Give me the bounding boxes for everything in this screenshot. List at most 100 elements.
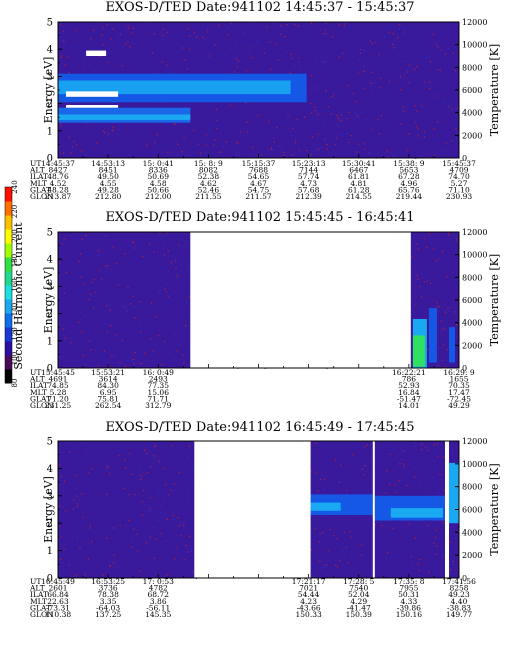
noise-pixel xyxy=(59,240,61,242)
noise-pixel xyxy=(419,558,421,560)
ephemeris-value: 22.63 xyxy=(47,597,69,606)
noise-pixel xyxy=(423,281,425,283)
noise-pixel xyxy=(178,244,180,246)
noise-pixel xyxy=(373,82,376,84)
noise-pixel xyxy=(178,471,180,473)
noise-pixel xyxy=(271,148,273,150)
noise-pixel xyxy=(314,106,316,108)
y2-tick-label: 2000 xyxy=(462,551,482,560)
noise-pixel xyxy=(424,81,426,83)
noise-pixel xyxy=(165,291,167,293)
noise-pixel xyxy=(185,325,187,327)
y-tick-label: 0 xyxy=(47,574,53,585)
noise-pixel xyxy=(400,89,402,91)
noise-pixel xyxy=(154,65,156,67)
noise-pixel xyxy=(61,40,63,42)
noise-pixel xyxy=(128,27,130,29)
noise-pixel xyxy=(173,357,175,359)
noise-pixel xyxy=(83,59,85,61)
noise-pixel xyxy=(437,69,439,71)
noise-pixel xyxy=(187,28,189,30)
noise-pixel xyxy=(325,89,327,91)
noise-pixel xyxy=(342,134,344,136)
noise-pixel xyxy=(140,329,142,331)
noise-pixel xyxy=(403,110,405,112)
noise-pixel xyxy=(438,532,440,534)
noise-pixel xyxy=(361,468,363,470)
noise-pixel xyxy=(127,41,129,43)
noise-pixel xyxy=(363,50,365,52)
noise-pixel xyxy=(157,515,159,517)
noise-pixel xyxy=(444,321,446,323)
ephemeris-value: -72.45 xyxy=(447,394,471,403)
noise-pixel xyxy=(416,110,418,112)
noise-pixel xyxy=(84,471,86,473)
noise-pixel xyxy=(455,128,457,130)
noise-pixel xyxy=(124,365,126,367)
ephemeris-value: 15:15:37 xyxy=(242,159,276,168)
ephemeris-value: 7144 xyxy=(299,166,318,175)
noise-pixel xyxy=(169,30,171,32)
ephemeris-value: 4.81 xyxy=(350,179,367,188)
noise-pixel xyxy=(214,139,216,141)
ephemeris-value: 150.33 xyxy=(296,610,322,619)
noise-pixel xyxy=(299,69,301,71)
noise-pixel xyxy=(319,560,321,562)
noise-pixel xyxy=(133,306,135,308)
noise-pixel xyxy=(443,489,445,491)
noise-pixel xyxy=(322,32,325,34)
noise-pixel xyxy=(414,445,416,447)
noise-pixel xyxy=(361,561,363,563)
noise-pixel xyxy=(334,458,337,461)
noise-pixel xyxy=(193,31,195,33)
noise-pixel xyxy=(372,532,374,534)
noise-pixel xyxy=(162,28,164,30)
ephemeris-value: -56.11 xyxy=(146,603,170,612)
ephemeris-value: 15: 0:41 xyxy=(143,159,174,168)
noise-pixel xyxy=(202,37,204,39)
noise-pixel xyxy=(149,22,151,24)
y2-tick-label: 8000 xyxy=(462,273,482,282)
ephemeris-value: 78.38 xyxy=(97,590,119,599)
noise-pixel xyxy=(403,463,405,465)
noise-pixel xyxy=(428,449,430,451)
noise-pixel xyxy=(392,74,394,76)
ephemeris-value: 71.10 xyxy=(448,185,470,194)
noise-pixel xyxy=(374,41,376,44)
noise-pixel xyxy=(339,559,341,561)
ephemeris-value: 14:53:13 xyxy=(91,159,125,168)
noise-pixel xyxy=(109,304,111,306)
noise-pixel xyxy=(191,484,193,486)
noise-pixel xyxy=(322,531,324,533)
noise-pixel xyxy=(105,465,108,468)
noise-pixel xyxy=(272,137,275,139)
noise-pixel xyxy=(294,23,296,25)
noise-pixel xyxy=(252,146,254,148)
noise-pixel xyxy=(414,442,416,444)
noise-pixel xyxy=(340,464,342,466)
noise-pixel xyxy=(318,148,320,150)
noise-pixel xyxy=(420,93,422,95)
noise-pixel xyxy=(428,232,430,235)
noise-pixel xyxy=(118,33,120,35)
noise-pixel xyxy=(186,493,188,495)
noise-pixel xyxy=(146,144,148,146)
spectrogram-band xyxy=(428,308,437,363)
spectrogram-band xyxy=(390,508,443,518)
noise-pixel xyxy=(294,64,296,66)
noise-pixel xyxy=(181,568,183,570)
noise-pixel xyxy=(237,61,240,63)
ephemeris-value: 14:45:37 xyxy=(41,159,75,168)
noise-pixel xyxy=(127,309,129,311)
noise-pixel xyxy=(136,533,138,535)
noise-pixel xyxy=(62,30,65,33)
noise-pixel xyxy=(380,77,382,79)
noise-pixel xyxy=(224,60,226,62)
ephemeris-value: 4.58 xyxy=(150,179,167,188)
spectrogram-panel: EXOS-D/TED Date:941102 14:45:37 - 15:45:… xyxy=(29,0,501,201)
noise-pixel xyxy=(365,39,367,41)
noise-pixel xyxy=(381,43,383,45)
noise-pixel xyxy=(101,278,103,280)
noise-pixel xyxy=(89,293,92,295)
noise-pixel xyxy=(175,260,177,262)
